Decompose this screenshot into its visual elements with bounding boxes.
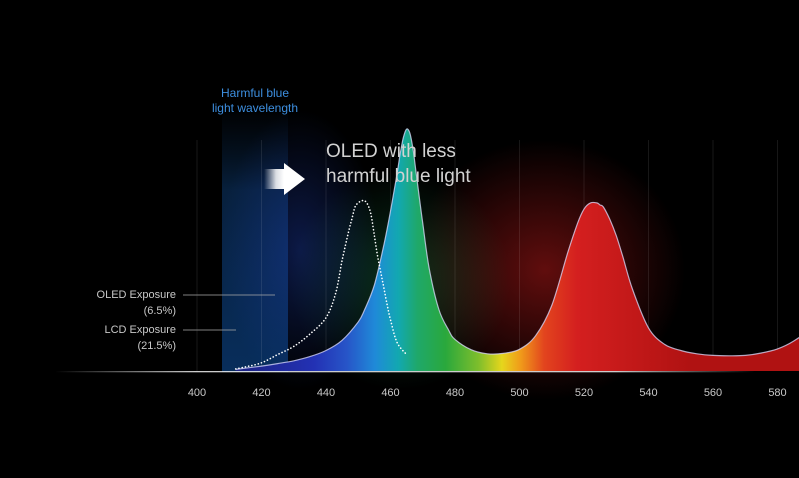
oled-exposure-label: OLED Exposure [97, 289, 176, 301]
lcd-exposure-value: (21.5%) [137, 340, 176, 352]
x-tick-540: 540 [639, 387, 657, 399]
x-tick-400: 400 [188, 387, 206, 399]
x-tick-460: 460 [381, 387, 399, 399]
x-tick-440: 440 [317, 387, 335, 399]
headline-line1: OLED with less [326, 141, 456, 162]
lcd-spectrum-dotted-line [234, 199, 408, 370]
headline-line2: harmful blue light [326, 166, 471, 187]
x-tick-500: 500 [510, 387, 528, 399]
arrow-icon [264, 163, 305, 195]
x-tick-420: 420 [252, 387, 270, 399]
oled-spectrum-area [235, 128, 799, 371]
x-tick-labels: 4004204404604805005205405605806006206406… [188, 387, 787, 399]
x-tick-520: 520 [575, 387, 593, 399]
lcd-exposure-label: LCD Exposure [104, 324, 176, 336]
harmful-label-line2: light wavelength [212, 101, 298, 115]
oled-exposure-value: (6.5%) [144, 305, 176, 317]
harmful-label-line1: Harmful blue [221, 86, 289, 100]
x-tick-480: 480 [446, 387, 464, 399]
x-tick-580: 580 [768, 387, 786, 399]
gridlines [196, 140, 778, 371]
oled-spectrum-outline [235, 128, 799, 370]
x-axis-line [55, 371, 755, 373]
x-tick-560: 560 [704, 387, 722, 399]
